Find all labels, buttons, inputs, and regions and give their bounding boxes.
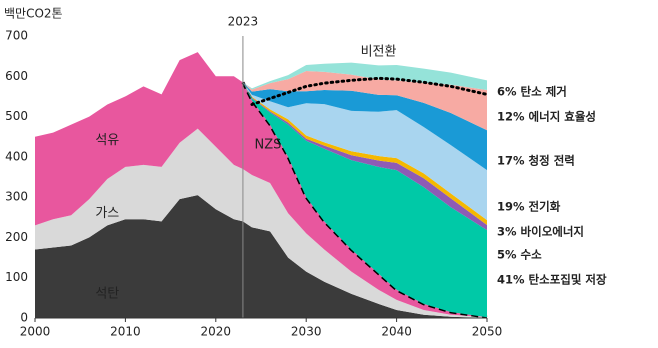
area	[242, 82, 487, 318]
y-tick-label: 0	[20, 311, 28, 325]
legend-label: 17% 청정 전력	[497, 154, 575, 168]
y-tick-label: 500	[5, 109, 28, 123]
reference-year-label: 2023	[228, 15, 259, 29]
x-tick-label: 2030	[291, 325, 322, 339]
area	[35, 195, 487, 318]
area	[242, 62, 487, 90]
area	[242, 82, 487, 221]
y-tick-label: 700	[5, 29, 28, 43]
area	[35, 128, 487, 318]
legend-label: 5% 수소	[497, 248, 542, 262]
y-axis-title: 백만CO2톤	[4, 7, 63, 21]
y-tick-label: 200	[5, 230, 28, 244]
y-tick-label: 400	[5, 149, 28, 163]
nzs-label: NZS	[255, 138, 282, 153]
x-tick-label: 2010	[110, 325, 141, 339]
area	[35, 52, 487, 318]
legend-label: 41% 탄소포집및 저장	[497, 273, 607, 287]
y-tick-label: 100	[5, 270, 28, 284]
legend-label: 3% 바이오에너지	[497, 225, 584, 239]
area-label: 석탄	[95, 286, 119, 301]
legend-label: 6% 탄소 제거	[497, 85, 567, 99]
reference-line-label: 비전환	[361, 45, 397, 60]
x-tick-label: 2020	[201, 325, 232, 339]
x-tick-label: 2040	[381, 325, 412, 339]
y-tick-label: 600	[5, 69, 28, 83]
y-tick-label: 300	[5, 190, 28, 204]
area-label: 석유	[95, 133, 119, 148]
area-label: 가스	[95, 206, 119, 221]
x-tick-label: 2000	[20, 325, 51, 339]
reference-line	[250, 76, 489, 106]
x-tick-label: 2050	[472, 325, 503, 339]
legend-label: 12% 에너지 효율성	[497, 110, 596, 124]
legend-label: 19% 전기화	[497, 200, 561, 214]
area	[242, 82, 487, 171]
